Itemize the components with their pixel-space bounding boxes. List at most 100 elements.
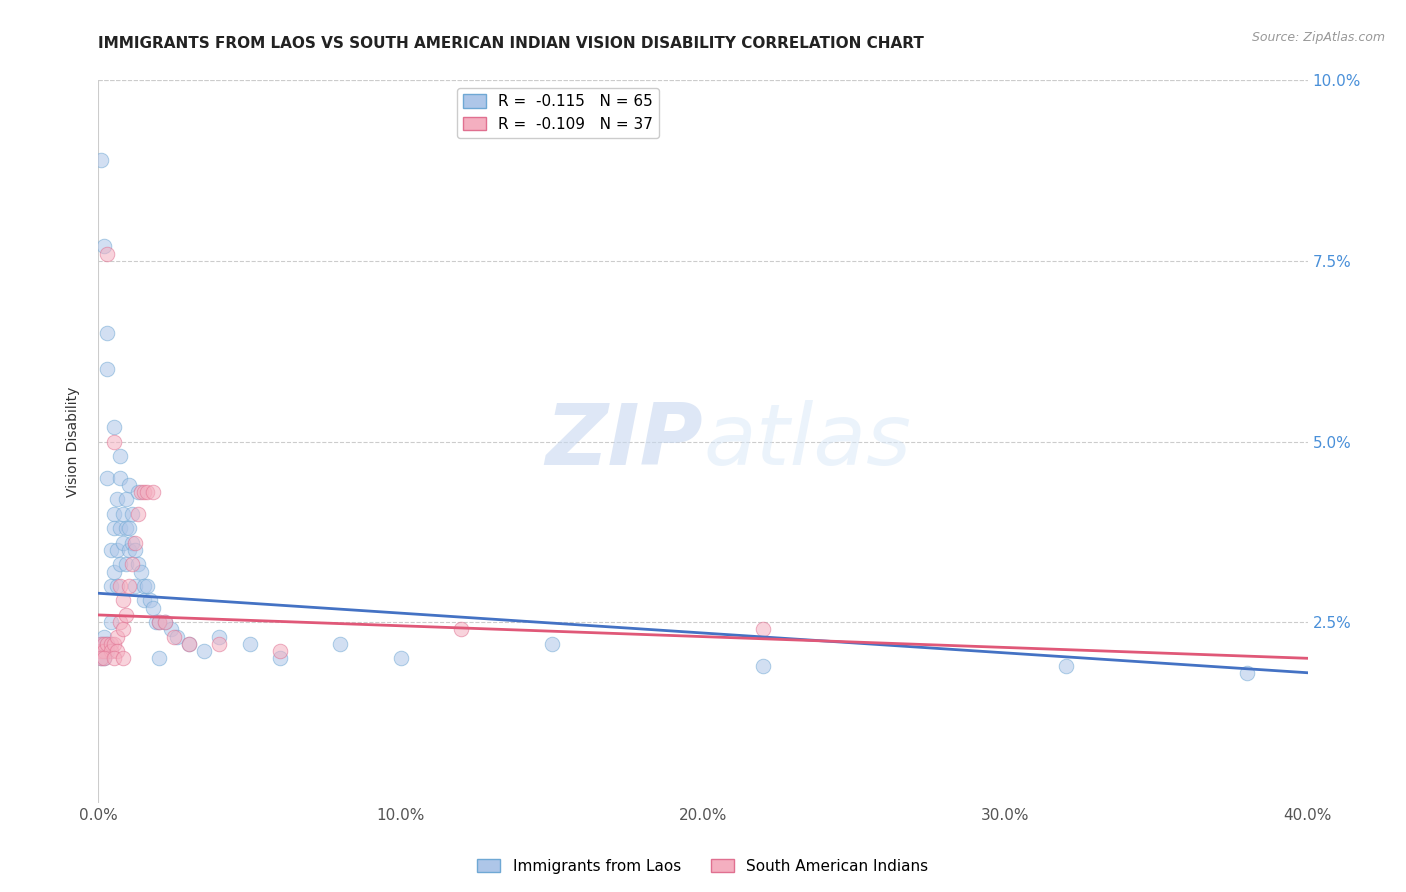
Point (114, 607, 136, 622)
Point (96, 637, 118, 651)
Point (90, 651, 112, 665)
Point (208, 630, 231, 644)
Text: Source: ZipAtlas.com: Source: ZipAtlas.com (1251, 31, 1385, 45)
Point (124, 579, 146, 593)
Point (111, 535, 134, 549)
Point (121, 558, 143, 572)
Point (135, 579, 157, 593)
Point (132, 579, 155, 593)
Point (752, 623, 775, 637)
Point (96, 246, 118, 260)
Point (389, 651, 412, 665)
Point (142, 600, 165, 615)
Point (103, 507, 125, 521)
Point (108, 449, 131, 463)
Point (111, 507, 134, 521)
Point (208, 637, 231, 651)
Point (129, 485, 152, 500)
Point (124, 542, 146, 557)
Point (96, 362, 118, 376)
Point (96, 637, 118, 651)
Point (124, 535, 146, 549)
Point (103, 565, 125, 579)
Point (329, 637, 352, 651)
Point (105, 542, 128, 557)
Point (108, 579, 131, 593)
Legend: Immigrants from Laos, South American Indians: Immigrants from Laos, South American Ind… (471, 853, 935, 880)
Y-axis label: Vision Disability: Vision Disability (66, 386, 80, 497)
Point (127, 507, 149, 521)
Point (752, 658, 775, 673)
Point (108, 521, 131, 535)
Text: IMMIGRANTS FROM LAOS VS SOUTH AMERICAN INDIAN VISION DISABILITY CORRELATION CHAR: IMMIGRANTS FROM LAOS VS SOUTH AMERICAN I… (98, 36, 924, 51)
Point (90, 651, 112, 665)
Point (179, 637, 201, 651)
Legend: R =  -0.115   N = 65, R =  -0.109   N = 37: R = -0.115 N = 65, R = -0.109 N = 37 (457, 88, 659, 138)
Point (139, 593, 162, 607)
Point (111, 593, 134, 607)
Point (90, 644, 112, 658)
Point (111, 651, 134, 665)
Point (127, 558, 149, 572)
Point (118, 478, 141, 492)
Point (121, 507, 143, 521)
Point (145, 615, 167, 630)
Point (179, 637, 201, 651)
Point (108, 615, 131, 630)
Point (118, 521, 141, 535)
Text: ZIP: ZIP (546, 400, 703, 483)
Point (93, 630, 115, 644)
Point (114, 492, 136, 507)
Point (114, 521, 136, 535)
Point (129, 565, 152, 579)
Point (540, 637, 562, 651)
Point (100, 644, 122, 658)
Point (100, 579, 122, 593)
Point (103, 637, 125, 651)
Point (153, 615, 176, 630)
Point (148, 651, 170, 665)
Point (118, 579, 141, 593)
Point (103, 420, 125, 434)
Point (105, 644, 128, 658)
Point (96, 644, 118, 658)
Point (160, 623, 183, 637)
Point (148, 615, 170, 630)
Point (114, 558, 136, 572)
Point (90, 637, 112, 651)
Point (93, 651, 115, 665)
Point (163, 630, 186, 644)
Point (118, 542, 141, 557)
Point (103, 521, 125, 535)
Point (1236, 665, 1258, 680)
Point (450, 623, 472, 637)
Point (148, 615, 170, 630)
Point (135, 485, 157, 500)
Text: atlas: atlas (703, 400, 911, 483)
Point (132, 485, 155, 500)
Point (105, 492, 128, 507)
Point (132, 593, 155, 607)
Point (93, 637, 115, 651)
Point (269, 651, 291, 665)
Point (127, 485, 149, 500)
Point (105, 579, 128, 593)
Point (108, 471, 131, 485)
Point (1054, 658, 1077, 673)
Point (93, 644, 115, 658)
Point (142, 485, 165, 500)
Point (105, 630, 128, 644)
Point (193, 644, 215, 658)
Point (100, 542, 122, 557)
Point (269, 644, 291, 658)
Point (100, 615, 122, 630)
Point (153, 615, 176, 630)
Point (96, 326, 118, 340)
Point (103, 434, 125, 449)
Point (166, 630, 188, 644)
Point (121, 535, 143, 549)
Point (93, 644, 115, 658)
Point (100, 637, 122, 651)
Point (90, 153, 112, 167)
Point (239, 637, 262, 651)
